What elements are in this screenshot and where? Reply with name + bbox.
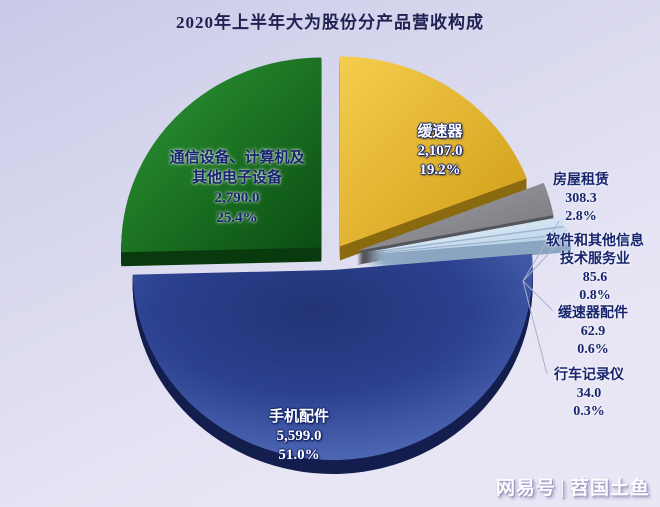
slice-percent: 0.8%: [579, 288, 611, 303]
chart-title: 2020年上半年大为股份分产品营收构成: [176, 13, 484, 32]
slice-percent: 51.0%: [278, 447, 320, 463]
slice-percent: 25.4%: [216, 210, 258, 226]
slice-name: 缓速器: [417, 124, 463, 140]
slice-percent: 0.3%: [573, 404, 605, 419]
watermark-separator: |: [560, 478, 566, 499]
slice-name-line: 技术服务业: [560, 252, 630, 267]
slice-percent: 0.6%: [577, 342, 609, 357]
slice-label-software-it-services: 软件和其他信息 技术服务业 85.6 0.8%: [546, 233, 644, 305]
slice-percent: 2.8%: [565, 209, 597, 224]
pie-slice-1: [357, 182, 554, 265]
netease-logo: 网易号: [496, 478, 557, 499]
slice-value: 62.9: [580, 324, 606, 339]
slice-value: 2,107.0: [417, 143, 463, 159]
slice-name: 房屋租赁: [553, 173, 609, 188]
pie-slice-4: [371, 234, 572, 269]
leader-line: [522, 220, 560, 282]
pie-slice-6: [121, 57, 322, 267]
watermark-author: 苕国土鱼: [569, 478, 650, 499]
slice-label-retarder: 缓速器 2,107.0 19.2%: [417, 123, 462, 180]
slice-name: 手机配件: [268, 409, 330, 425]
slice-value: 85.6: [582, 270, 608, 285]
slice-name-line: 软件和其他信息: [546, 234, 644, 249]
slice-name-line: 通信设备、计算机及: [169, 150, 305, 166]
watermark: 网易号 | 苕国土鱼: [496, 473, 650, 500]
pie-slice-5: [132, 253, 533, 474]
slice-name: 行车记录仪: [554, 368, 624, 383]
slice-label-phone-accessories: 手机配件 5,599.0 51.0%: [269, 408, 329, 465]
slice-label-dashcam: 行车记录仪 34.0 0.3%: [554, 367, 624, 421]
slice-value: 2,790.0: [214, 190, 260, 206]
slice-label-communication-equipment: 通信设备、计算机及 其他电子设备 2,790.0 25.4%: [169, 148, 304, 228]
slice-value: 34.0: [576, 386, 602, 401]
slice-value: 5,599.0: [276, 428, 322, 444]
slice-label-retarder-parts: 缓速器配件 62.9 0.6%: [558, 305, 628, 359]
slice-label-housing-rental: 房屋租赁 308.3 2.8%: [553, 172, 609, 226]
leader-line: [522, 245, 557, 282]
slice-name-line: 其他电子设备: [191, 170, 283, 186]
pie-slice-0: [339, 56, 527, 261]
leader-line: [522, 280, 548, 375]
slice-value: 308.3: [565, 191, 597, 206]
slice-percent: 19.2%: [419, 162, 461, 178]
slice-name: 缓速器配件: [558, 306, 628, 321]
leader-line: [522, 280, 554, 312]
